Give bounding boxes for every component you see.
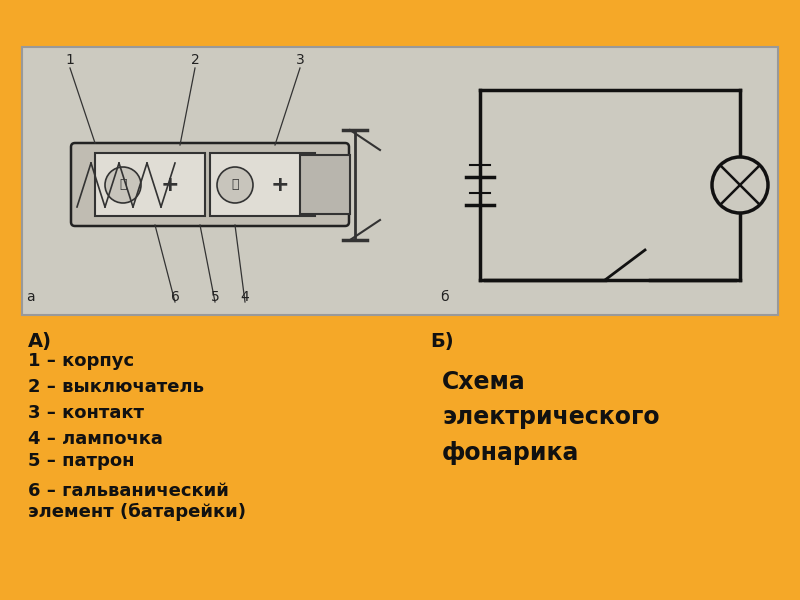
- Text: Схема
электрического
фонарика: Схема электрического фонарика: [442, 370, 660, 465]
- Text: 2 – выключатель: 2 – выключатель: [28, 378, 204, 396]
- Text: ⓞ: ⓞ: [119, 179, 126, 191]
- Text: б: б: [440, 290, 449, 304]
- Text: 3: 3: [296, 53, 304, 67]
- Bar: [210, 153, 315, 216]
- Text: а: а: [26, 290, 34, 304]
- Text: 5: 5: [210, 290, 219, 304]
- Text: 4: 4: [241, 290, 250, 304]
- Text: 3 – контакт: 3 – контакт: [28, 404, 144, 422]
- Text: 1: 1: [66, 53, 74, 67]
- Text: Б): Б): [430, 332, 454, 351]
- Text: ⓞ: ⓞ: [231, 179, 238, 191]
- Bar: [95, 153, 205, 216]
- Circle shape: [217, 167, 253, 203]
- Bar: [22, 47, 778, 315]
- Circle shape: [105, 167, 141, 203]
- Text: 5 – патрон: 5 – патрон: [28, 452, 134, 470]
- Text: +: +: [161, 175, 179, 195]
- Text: 6: 6: [170, 290, 179, 304]
- Text: 6 – гальванический
элемент (батарейки): 6 – гальванический элемент (батарейки): [28, 482, 246, 521]
- Text: +: +: [270, 175, 290, 195]
- Circle shape: [712, 157, 768, 213]
- Text: 4 – лампочка: 4 – лампочка: [28, 430, 163, 448]
- Bar: [300, 155, 350, 214]
- Text: 2: 2: [190, 53, 199, 67]
- FancyBboxPatch shape: [71, 143, 349, 226]
- Text: 1 – корпус: 1 – корпус: [28, 352, 134, 370]
- Text: А): А): [28, 332, 52, 351]
